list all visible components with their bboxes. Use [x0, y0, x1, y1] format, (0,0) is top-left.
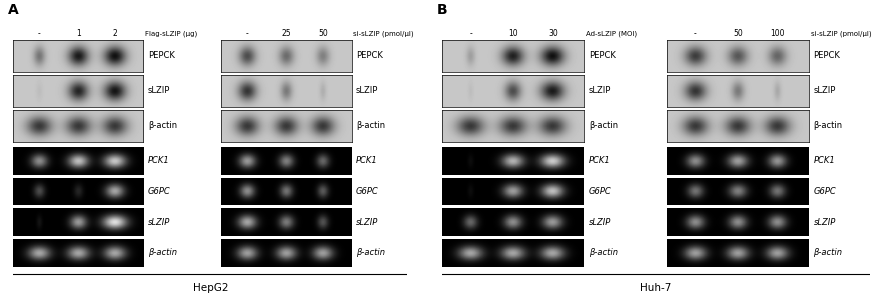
Text: β-actin: β-actin — [148, 121, 177, 130]
Text: A: A — [8, 3, 18, 17]
Text: G6PC: G6PC — [589, 187, 612, 196]
Text: 30: 30 — [548, 29, 558, 38]
Text: sLZIP: sLZIP — [356, 218, 378, 227]
Text: 10: 10 — [509, 29, 518, 38]
Text: sLZIP: sLZIP — [589, 218, 611, 227]
Text: PCK1: PCK1 — [589, 156, 611, 165]
Text: β-actin: β-actin — [814, 248, 843, 257]
Text: -: - — [469, 29, 472, 38]
Text: G6PC: G6PC — [356, 187, 378, 196]
Text: sLZIP: sLZIP — [814, 218, 836, 227]
Text: PEPCK: PEPCK — [148, 51, 175, 60]
Text: PCK1: PCK1 — [356, 156, 378, 165]
Text: Ad-sLZIP (MOI): Ad-sLZIP (MOI) — [586, 30, 637, 37]
Text: sLZIP: sLZIP — [148, 218, 170, 227]
Text: sLZIP: sLZIP — [356, 86, 378, 95]
Text: β-actin: β-actin — [356, 248, 385, 257]
Text: -: - — [246, 29, 249, 38]
Text: β-actin: β-actin — [356, 121, 385, 130]
Text: 2: 2 — [113, 29, 117, 38]
Text: G6PC: G6PC — [148, 187, 170, 196]
Text: β-actin: β-actin — [589, 121, 618, 130]
Text: -: - — [694, 29, 697, 38]
Text: si-sLZIP (pmol/μl): si-sLZIP (pmol/μl) — [353, 30, 414, 37]
Text: 1: 1 — [76, 29, 80, 38]
Text: β-actin: β-actin — [589, 248, 618, 257]
Text: PEPCK: PEPCK — [356, 51, 383, 60]
Text: sLZIP: sLZIP — [589, 86, 611, 95]
Text: Huh-7: Huh-7 — [641, 283, 672, 293]
Text: HepG2: HepG2 — [192, 283, 228, 293]
Text: -: - — [38, 29, 40, 38]
Text: β-actin: β-actin — [148, 248, 177, 257]
Text: PCK1: PCK1 — [148, 156, 170, 165]
Text: PCK1: PCK1 — [814, 156, 836, 165]
Text: 25: 25 — [281, 29, 291, 38]
Text: sLZIP: sLZIP — [148, 86, 170, 95]
Text: B: B — [437, 3, 447, 17]
Text: PEPCK: PEPCK — [589, 51, 616, 60]
Text: si-sLZIP (pmol/μl): si-sLZIP (pmol/μl) — [811, 30, 871, 37]
Text: sLZIP: sLZIP — [814, 86, 836, 95]
Text: PEPCK: PEPCK — [814, 51, 841, 60]
Text: β-actin: β-actin — [814, 121, 843, 130]
Text: 100: 100 — [770, 29, 785, 38]
Text: G6PC: G6PC — [814, 187, 836, 196]
Text: 50: 50 — [318, 29, 328, 38]
Text: Flag-sLZIP (μg): Flag-sLZIP (μg) — [145, 30, 198, 37]
Text: 50: 50 — [733, 29, 743, 38]
